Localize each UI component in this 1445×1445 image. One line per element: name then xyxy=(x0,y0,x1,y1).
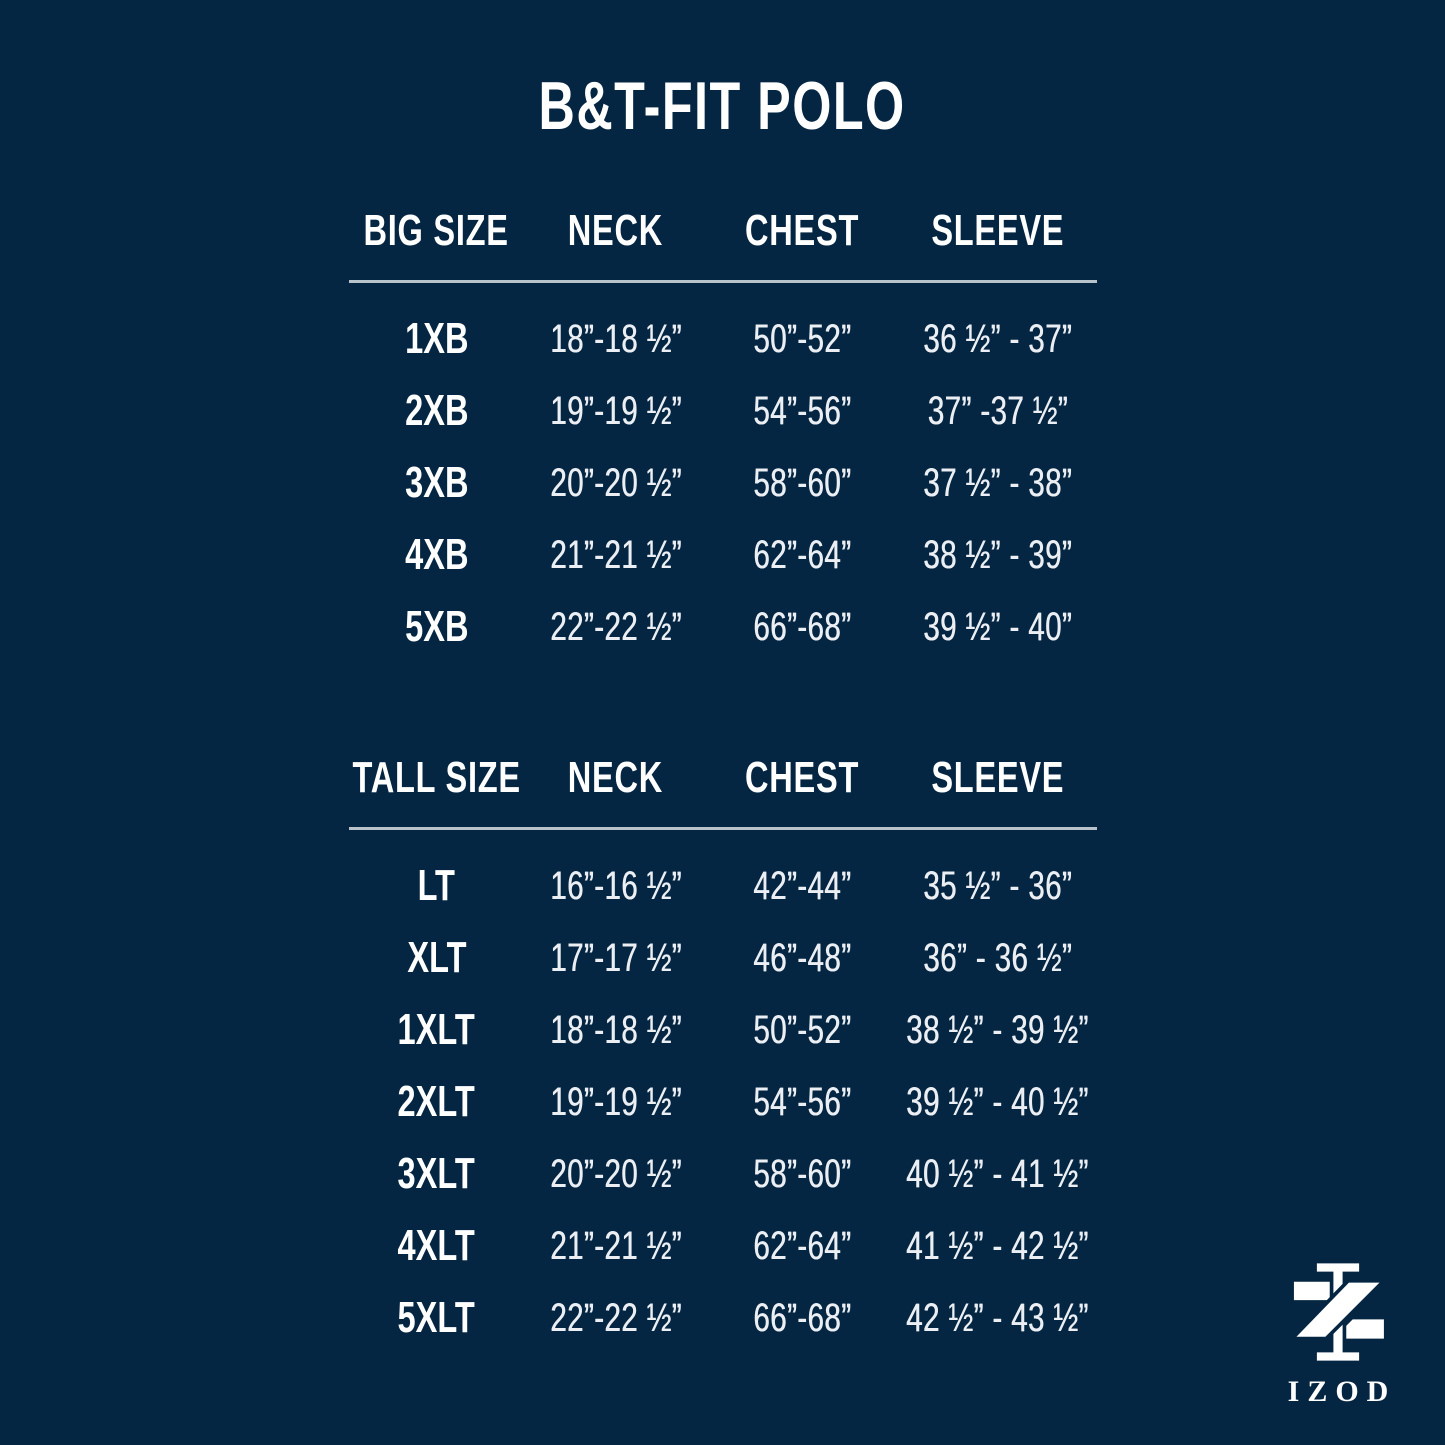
table-row: 4XLT 21”-21 ½” 62”-64” 41 ½” - 42 ½” xyxy=(349,1210,1097,1282)
page-title: B&T-FIT POLO xyxy=(538,68,907,144)
table-row: 5XLT 22”-22 ½” 66”-68” 42 ½” - 43 ½” xyxy=(349,1282,1097,1354)
column-header-neck: NECK xyxy=(567,753,664,802)
neck-cell: 18”-18 ½” xyxy=(549,317,682,361)
tall-size-table: TALL SIZE NECK CHEST SLEEVE LT 16”-16 ½”… xyxy=(348,755,1097,1354)
table-row: 3XLT 20”-20 ½” 58”-60” 40 ½” - 41 ½” xyxy=(349,1138,1097,1210)
table-row: 4XB 21”-21 ½” 62”-64” 38 ½” - 39” xyxy=(349,519,1097,591)
header-divider xyxy=(348,280,1097,283)
table-row: 1XLT 18”-18 ½” 50”-52” 38 ½” - 39 ½” xyxy=(349,994,1097,1066)
neck-cell: 20”-20 ½” xyxy=(549,1152,682,1196)
chest-cell: 58”-60” xyxy=(753,1152,852,1196)
sleeve-cell: 39 ½” - 40” xyxy=(923,605,1072,649)
sleeve-cell: 37 ½” - 38” xyxy=(923,461,1072,505)
big-table-rows: 1XB 18”-18 ½” 50”-52” 36 ½” - 37” 2XB 19… xyxy=(349,303,1097,663)
table-row: 5XB 22”-22 ½” 66”-68” 39 ½” - 40” xyxy=(349,591,1097,663)
column-header-sleeve: SLEEVE xyxy=(931,206,1064,255)
chest-cell: 58”-60” xyxy=(753,461,852,505)
izod-logo: IZOD xyxy=(1279,1256,1397,1407)
big-table-header-row: BIG SIZE NECK CHEST SLEEVE xyxy=(349,208,1097,254)
chest-cell: 54”-56” xyxy=(753,389,852,433)
neck-cell: 22”-22 ½” xyxy=(549,1296,682,1340)
size-cell: XLT xyxy=(406,933,467,982)
sleeve-cell: 38 ½” - 39 ½” xyxy=(906,1008,1089,1052)
sleeve-cell: 36 ½” - 37” xyxy=(923,317,1072,361)
column-header-neck: NECK xyxy=(567,206,664,255)
column-header-chest: CHEST xyxy=(745,206,860,255)
sleeve-cell: 42 ½” - 43 ½” xyxy=(906,1296,1089,1340)
size-cell: 3XB xyxy=(404,458,469,507)
sleeve-cell: 39 ½” - 40 ½” xyxy=(906,1080,1089,1124)
table-row: 1XB 18”-18 ½” 50”-52” 36 ½” - 37” xyxy=(349,303,1097,375)
sleeve-cell: 38 ½” - 39” xyxy=(923,533,1072,577)
table-row: LT 16”-16 ½” 42”-44” 35 ½” - 36” xyxy=(349,850,1097,922)
neck-cell: 20”-20 ½” xyxy=(549,461,682,505)
neck-cell: 19”-19 ½” xyxy=(549,1080,682,1124)
size-cell: 2XB xyxy=(404,386,469,435)
sleeve-cell: 40 ½” - 41 ½” xyxy=(906,1152,1089,1196)
size-cell: 1XLT xyxy=(397,1005,476,1054)
chest-cell: 46”-48” xyxy=(753,936,852,980)
chest-cell: 62”-64” xyxy=(753,1224,852,1268)
column-header-chest: CHEST xyxy=(745,753,860,802)
column-header-tall-size: TALL SIZE xyxy=(352,753,521,802)
neck-cell: 21”-21 ½” xyxy=(549,1224,682,1268)
column-header-big-size: BIG SIZE xyxy=(363,206,510,255)
size-cell: 1XB xyxy=(404,314,469,363)
table-row: 2XB 19”-19 ½” 54”-56” 37” -37 ½” xyxy=(349,375,1097,447)
chest-cell: 66”-68” xyxy=(753,1296,852,1340)
chest-cell: 54”-56” xyxy=(753,1080,852,1124)
header-divider xyxy=(348,827,1097,830)
chest-cell: 42”-44” xyxy=(753,864,852,908)
neck-cell: 21”-21 ½” xyxy=(549,533,682,577)
table-row: 2XLT 19”-19 ½” 54”-56” 39 ½” - 40 ½” xyxy=(349,1066,1097,1138)
chest-cell: 66”-68” xyxy=(753,605,852,649)
sleeve-cell: 41 ½” - 42 ½” xyxy=(906,1224,1089,1268)
sleeve-cell: 36” - 36 ½” xyxy=(923,936,1072,980)
size-cell: 3XLT xyxy=(397,1149,476,1198)
tall-table-header-row: TALL SIZE NECK CHEST SLEEVE xyxy=(349,755,1097,801)
size-cell: 5XLT xyxy=(397,1293,476,1342)
chest-cell: 62”-64” xyxy=(753,533,852,577)
neck-cell: 18”-18 ½” xyxy=(549,1008,682,1052)
neck-cell: 22”-22 ½” xyxy=(549,605,682,649)
izod-monogram-icon xyxy=(1292,1259,1384,1365)
neck-cell: 16”-16 ½” xyxy=(549,864,682,908)
size-cell: 4XLT xyxy=(397,1221,476,1270)
size-cell: 2XLT xyxy=(397,1077,476,1126)
chest-cell: 50”-52” xyxy=(753,317,852,361)
sleeve-cell: 37” -37 ½” xyxy=(927,389,1068,433)
izod-wordmark: IZOD xyxy=(1287,1375,1397,1408)
tall-table-rows: LT 16”-16 ½” 42”-44” 35 ½” - 36” XLT 17”… xyxy=(349,850,1097,1354)
size-cell: LT xyxy=(417,861,456,910)
size-cell: 5XB xyxy=(404,602,469,651)
table-row: 3XB 20”-20 ½” 58”-60” 37 ½” - 38” xyxy=(349,447,1097,519)
size-cell: 4XB xyxy=(404,530,469,579)
sleeve-cell: 35 ½” - 36” xyxy=(923,864,1072,908)
column-header-sleeve: SLEEVE xyxy=(931,753,1064,802)
big-size-table: BIG SIZE NECK CHEST SLEEVE 1XB 18”-18 ½”… xyxy=(348,208,1097,663)
table-row: XLT 17”-17 ½” 46”-48” 36” - 36 ½” xyxy=(349,922,1097,994)
chest-cell: 50”-52” xyxy=(753,1008,852,1052)
neck-cell: 19”-19 ½” xyxy=(549,389,682,433)
neck-cell: 17”-17 ½” xyxy=(549,936,682,980)
